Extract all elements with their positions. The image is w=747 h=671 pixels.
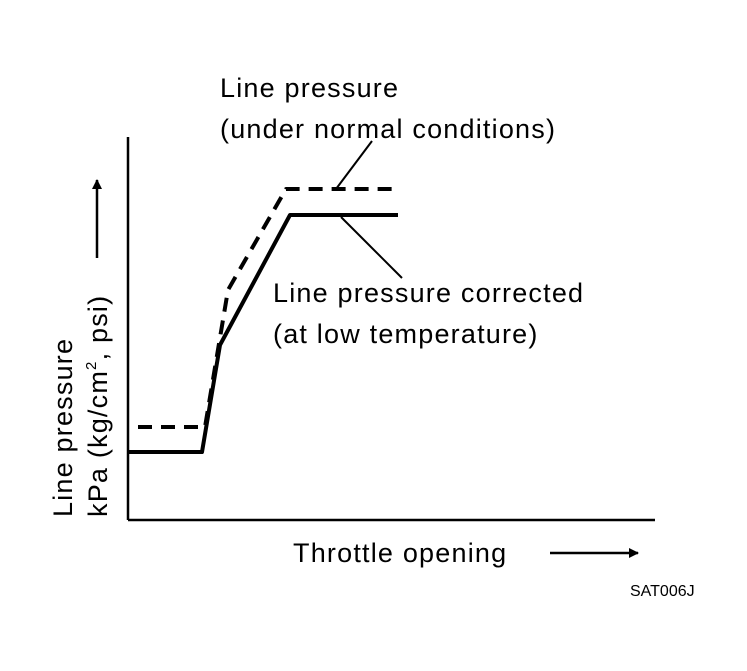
label-normal-line1: Line pressure [220, 73, 399, 103]
y-axis-label-line1: Line pressure [48, 338, 78, 517]
series-normal-line [138, 187, 400, 429]
y-axis-label-line2: kPa (kg/cm2, psi) [83, 295, 113, 517]
leader-line-normal [335, 140, 373, 190]
label-corrected-line1: Line pressure corrected [273, 278, 584, 308]
x-axis-label: Throttle opening [293, 538, 507, 568]
label-corrected-line2: (at low temperature) [273, 319, 539, 349]
figure-code: SAT006J [630, 583, 695, 600]
label-normal-line2: (under normal conditions) [220, 114, 556, 144]
leader-line-corrected [340, 216, 403, 279]
series-corrected-line [128, 213, 398, 454]
